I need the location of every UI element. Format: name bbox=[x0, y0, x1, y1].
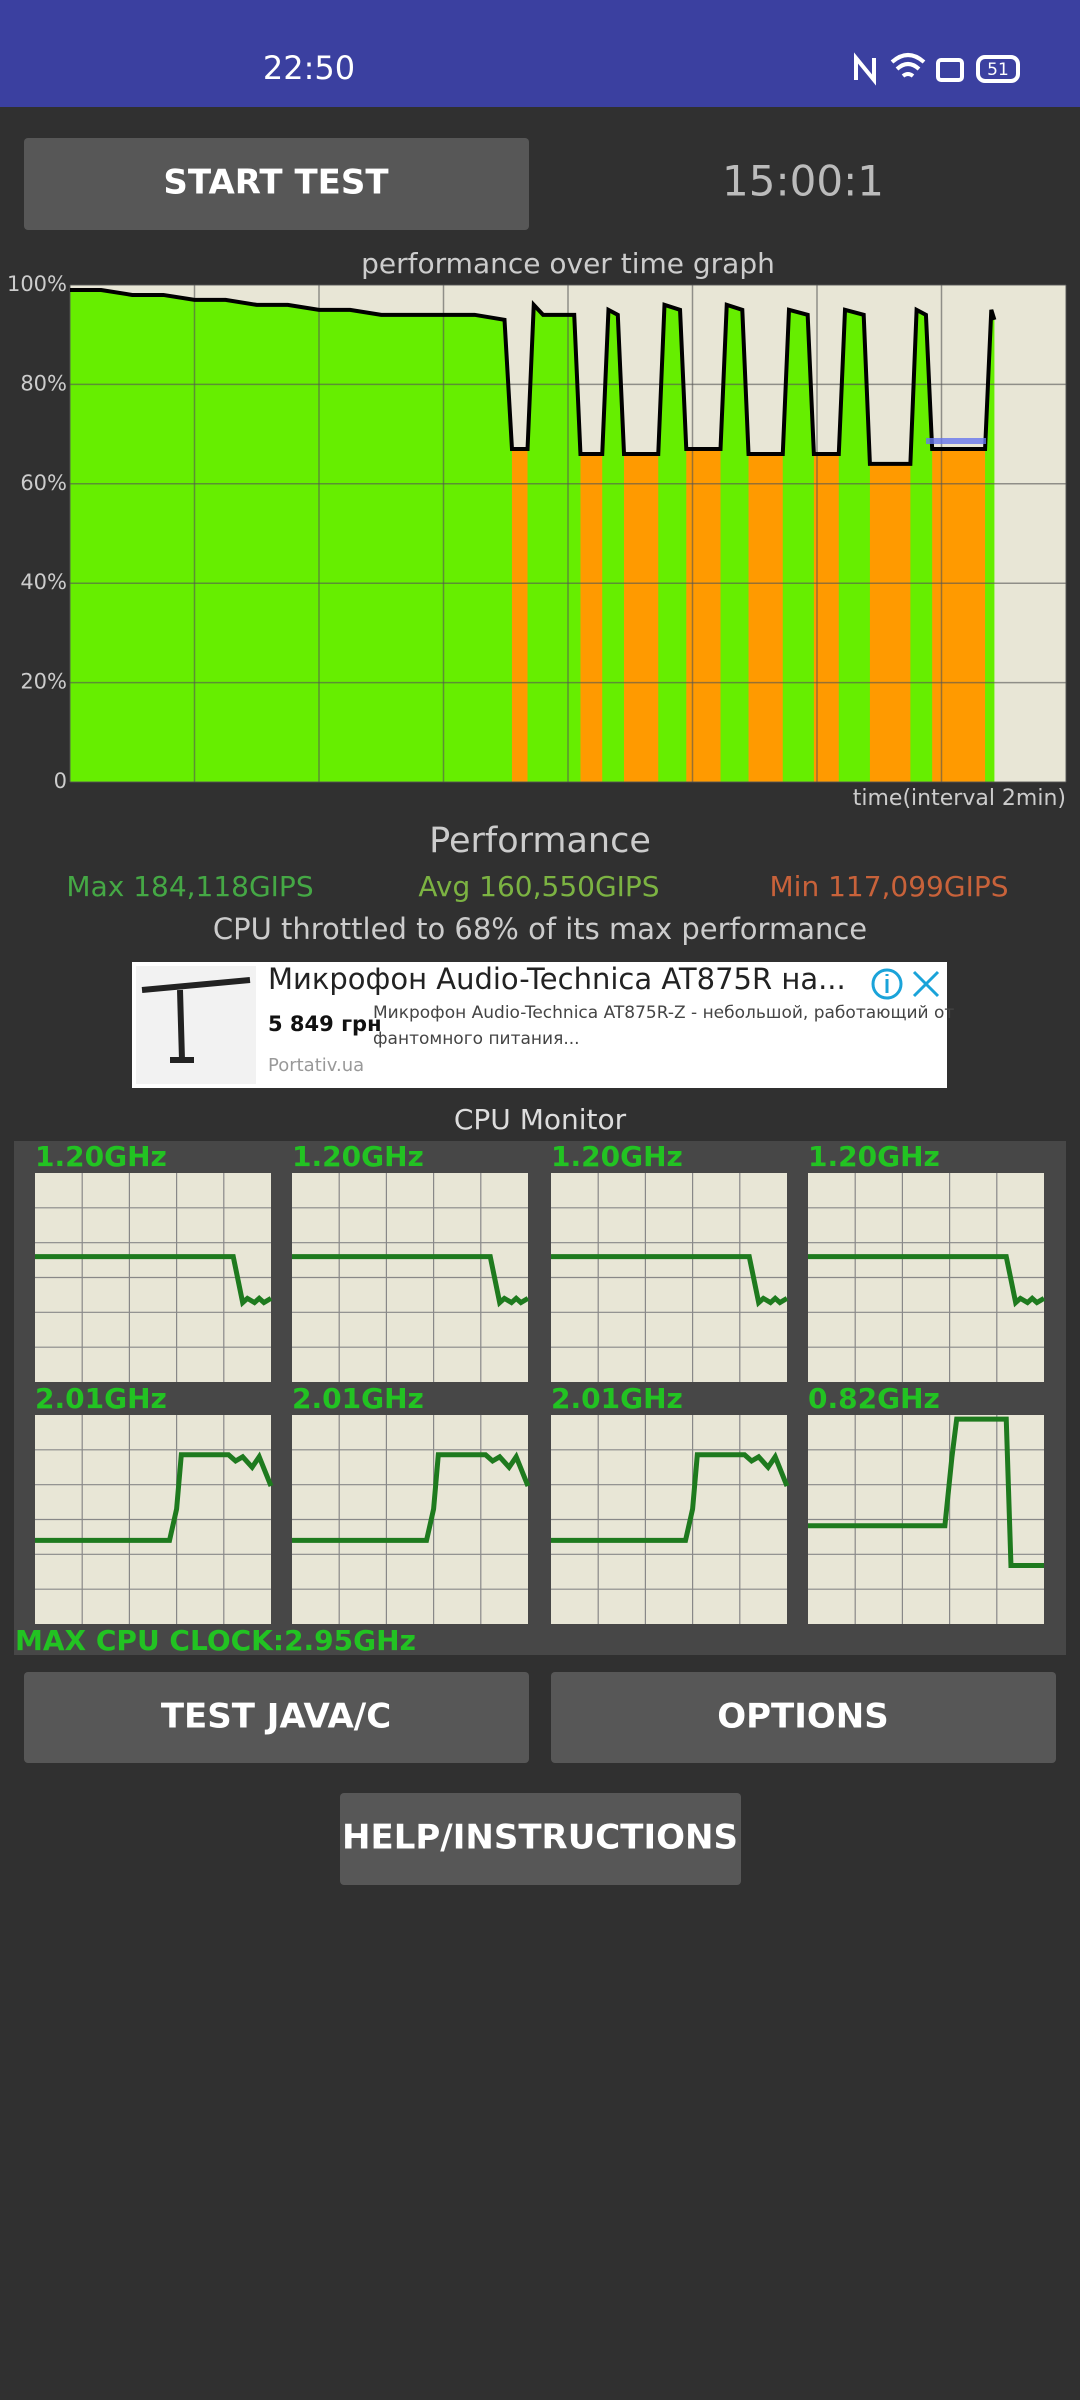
start-test-button[interactable] bbox=[24, 138, 529, 230]
ad-price: 5 849 грн bbox=[268, 1012, 382, 1036]
options-button[interactable] bbox=[551, 1672, 1056, 1763]
plot: 0 20% 40% 60% 80% 100% bbox=[7, 272, 1067, 793]
battery-level: 51 bbox=[987, 60, 1009, 80]
core-line bbox=[551, 1254, 789, 1308]
throttle-text: CPU throttled to 68% of its max performa… bbox=[213, 912, 867, 946]
status-bar bbox=[0, 0, 1080, 107]
help-button[interactable] bbox=[340, 1793, 741, 1885]
throttled-fill bbox=[580, 453, 603, 782]
core-frequency: 2.01GHz bbox=[292, 1382, 424, 1415]
ad-microphone bbox=[141, 977, 251, 1063]
nfc-icon bbox=[854, 52, 876, 86]
y-tick-label: 0 bbox=[54, 769, 67, 793]
max-stat: Max 184,118GIPS bbox=[66, 870, 313, 903]
y-tick-label: 80% bbox=[20, 371, 67, 395]
help-button-label: HELP/INSTRUCTIONS bbox=[342, 1818, 738, 1858]
timer: 15:00:1 bbox=[722, 157, 884, 206]
status-icons bbox=[854, 52, 1020, 86]
ad-title: Микрофон Audio-Technica AT875R на... bbox=[268, 962, 846, 996]
chart-title: performance over time graph bbox=[361, 247, 775, 280]
x-axis-label: time(interval 2min) bbox=[853, 786, 1066, 811]
performance-line bbox=[70, 287, 997, 466]
core-frequency: 2.01GHz bbox=[35, 1382, 167, 1415]
core-line bbox=[35, 1254, 273, 1308]
test-button[interactable] bbox=[24, 1672, 529, 1763]
avg-stat: Avg 160,550GIPS bbox=[418, 870, 659, 903]
ad-close-icon[interactable] bbox=[912, 970, 940, 998]
core-line bbox=[808, 1254, 1046, 1308]
battery-icon bbox=[976, 55, 1020, 83]
core-frequency: 0.82GHz bbox=[808, 1382, 940, 1415]
core-frequency: 1.20GHz bbox=[292, 1140, 424, 1173]
y-tick-label: 60% bbox=[20, 471, 67, 495]
core-line bbox=[551, 1451, 790, 1543]
ad-info-icon[interactable] bbox=[871, 968, 903, 1000]
sim-icon bbox=[936, 58, 964, 82]
clock: 22:50 bbox=[263, 49, 355, 87]
throttled-fill bbox=[748, 453, 783, 782]
start-test-label: START TEST bbox=[163, 163, 389, 203]
throttle-marker bbox=[926, 438, 986, 444]
y-tick-label: 100% bbox=[7, 272, 67, 296]
throttled-fill bbox=[686, 449, 721, 782]
test-button-label: TEST JAVA/C bbox=[161, 1697, 391, 1737]
throttled-fill bbox=[624, 453, 659, 782]
throttled-fill bbox=[869, 463, 911, 782]
core-line bbox=[292, 1254, 530, 1308]
max-cpu-clock: MAX CPU CLOCK:2.95GHz bbox=[15, 1624, 416, 1657]
ad-source: Portativ.ua bbox=[268, 1055, 364, 1076]
wifi-icon bbox=[890, 53, 926, 78]
core-line bbox=[35, 1451, 274, 1543]
ad-banner[interactable] bbox=[132, 962, 947, 1088]
y-tick-label: 20% bbox=[20, 670, 67, 694]
throttled-fill bbox=[511, 449, 528, 782]
ad-description: Микрофон Audio-Technica AT875R-Z - небол… bbox=[373, 1003, 954, 1023]
core-frequency: 2.01GHz bbox=[551, 1382, 683, 1415]
core-line bbox=[808, 1416, 1044, 1568]
throttled-fill bbox=[932, 449, 986, 782]
min-stat: Min 117,099GIPS bbox=[770, 870, 1009, 903]
y-tick-label: 40% bbox=[20, 570, 67, 594]
core-frequency: 1.20GHz bbox=[35, 1140, 167, 1173]
cpu-monitor-title: CPU Monitor bbox=[454, 1103, 627, 1136]
core-frequency: 1.20GHz bbox=[551, 1140, 683, 1173]
performance-title: Performance bbox=[429, 821, 651, 861]
core-line bbox=[292, 1451, 531, 1543]
throttled-fill bbox=[813, 453, 839, 782]
cpu-cores: 1.20GHz 1.20GHz 1.20GHz 1.20GHz 2.01GHz 2.01G… bbox=[35, 1140, 1046, 1624]
options-button-label: OPTIONS bbox=[717, 1697, 889, 1737]
ad-description: фантомного питания... bbox=[373, 1029, 580, 1049]
core-frequency: 1.20GHz bbox=[808, 1140, 940, 1173]
